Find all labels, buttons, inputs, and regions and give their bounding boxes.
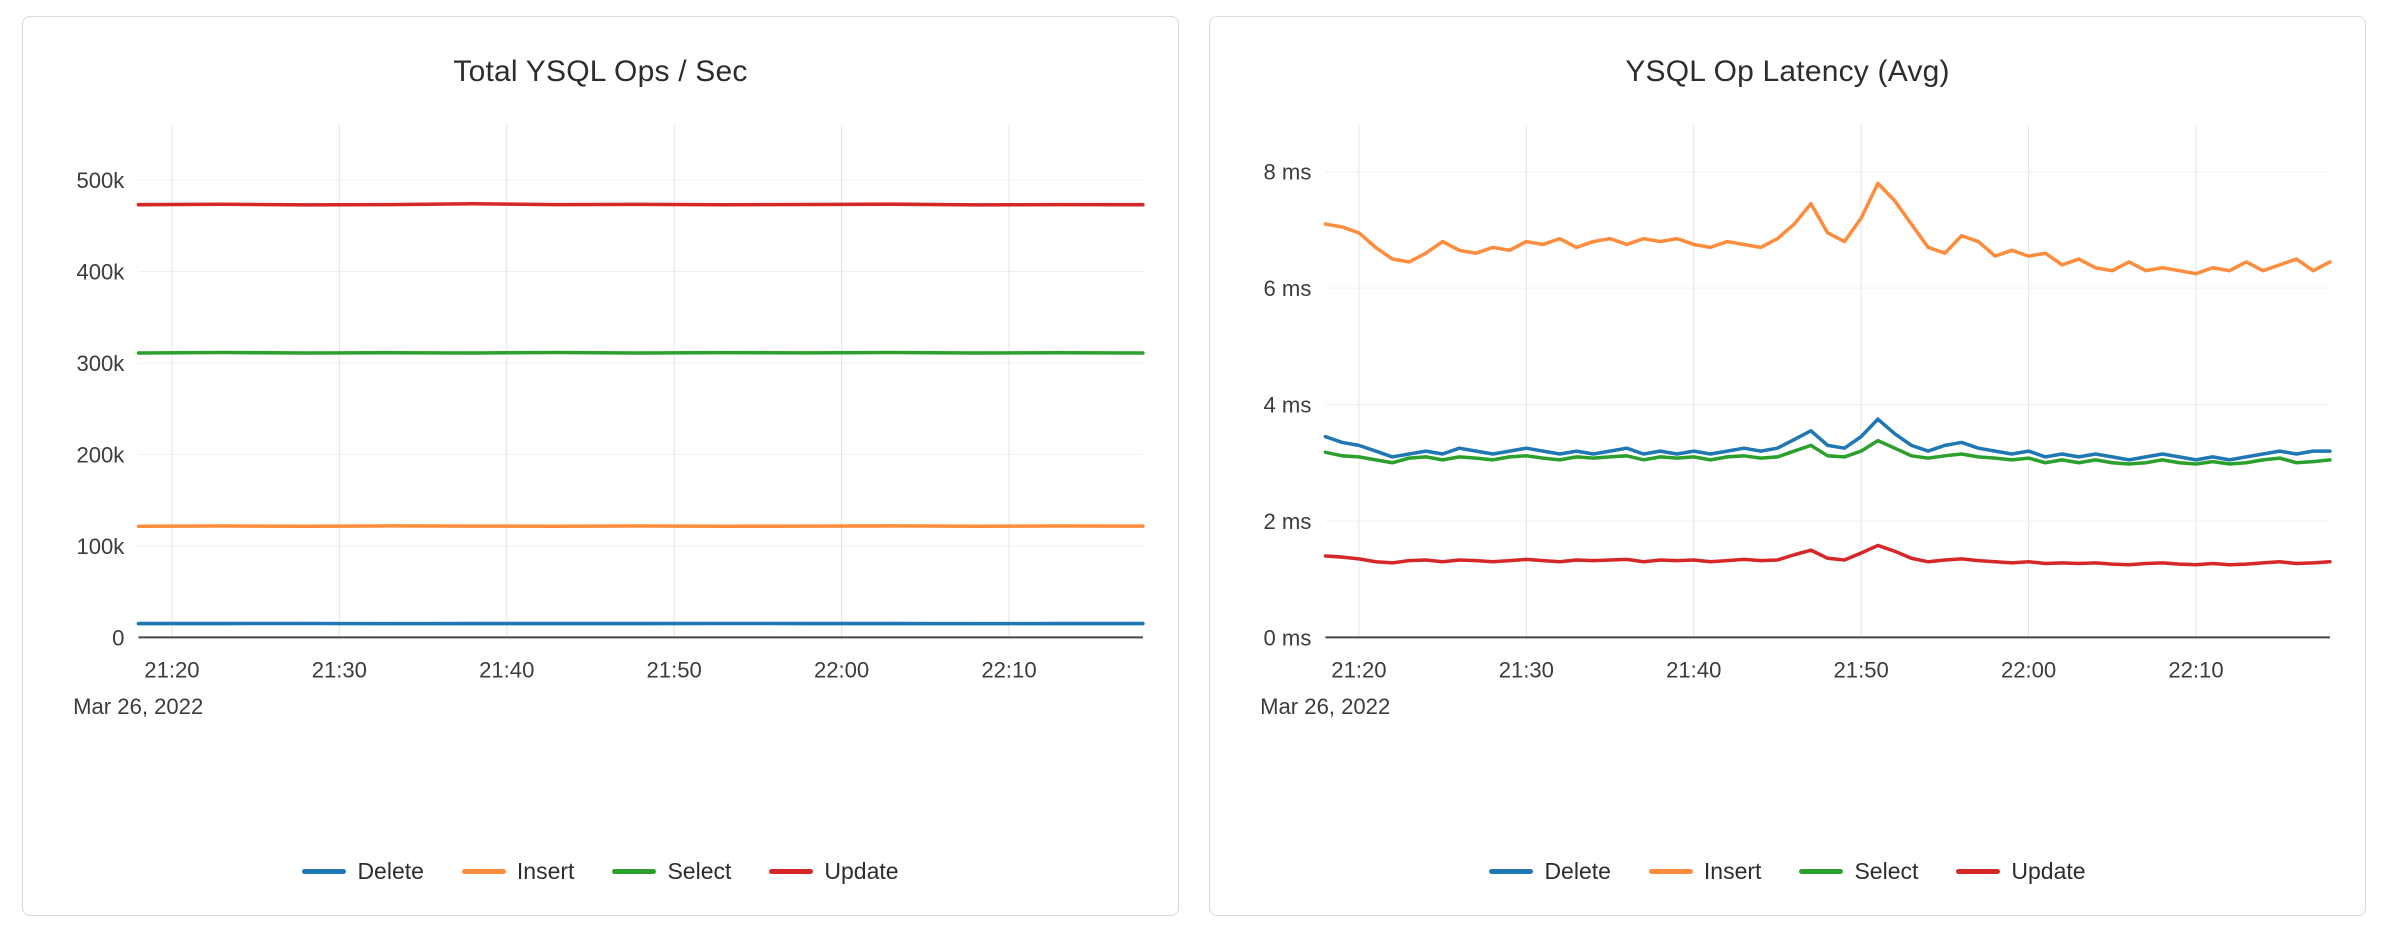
legend-label: Update xyxy=(824,858,899,884)
legend-swatch-insert xyxy=(461,869,506,874)
svg-text:2 ms: 2 ms xyxy=(1264,509,1312,534)
svg-text:21:40: 21:40 xyxy=(1666,658,1721,683)
svg-text:22:10: 22:10 xyxy=(981,658,1036,683)
svg-text:22:10: 22:10 xyxy=(2168,658,2223,683)
svg-text:21:40: 21:40 xyxy=(479,658,534,683)
svg-text:22:00: 22:00 xyxy=(814,658,869,683)
svg-text:200k: 200k xyxy=(76,443,125,468)
legend-swatch-select xyxy=(612,869,657,874)
svg-text:21:20: 21:20 xyxy=(144,658,199,683)
legend-swatch-update xyxy=(1956,869,2001,874)
svg-text:100k: 100k xyxy=(76,534,125,559)
svg-text:500k: 500k xyxy=(76,168,125,193)
legend-item-delete[interactable]: Delete xyxy=(302,858,424,885)
chart-card-ysql-op-latency: YSQL Op Latency (Avg) 0 ms 2 ms 4 ms 6 ms 8 … xyxy=(1209,16,2366,916)
chart-plot-area[interactable]: 0 100k 200k 300k 400k 500k 21:20 21:30 21:40 21:5… xyxy=(43,95,1158,738)
legend-swatch-delete xyxy=(1489,869,1534,874)
legend: Delete Insert Select Update xyxy=(43,858,1158,889)
legend-label: Delete xyxy=(357,858,424,884)
svg-text:21:30: 21:30 xyxy=(1499,658,1554,683)
legend: Delete Insert Select Update xyxy=(1230,858,2345,889)
chart-plot-area[interactable]: 0 ms 2 ms 4 ms 6 ms 8 ms 21:20 21:30 21:40 21:50… xyxy=(1230,95,2345,738)
chart-card-total-ysql-ops: Total YSQL Ops / Sec 0 100k 200k 300k 400k 50… xyxy=(22,16,1179,916)
svg-text:400k: 400k xyxy=(76,260,125,285)
svg-text:0: 0 xyxy=(112,625,124,650)
legend-swatch-update xyxy=(769,869,814,874)
legend-swatch-delete xyxy=(302,869,347,874)
svg-text:300k: 300k xyxy=(76,351,125,376)
svg-text:21:50: 21:50 xyxy=(1834,658,1889,683)
legend-item-update[interactable]: Update xyxy=(1956,858,2086,885)
svg-text:Mar 26, 2022: Mar 26, 2022 xyxy=(1260,694,1390,719)
legend-item-update[interactable]: Update xyxy=(769,858,899,885)
chart-title: Total YSQL Ops / Sec xyxy=(453,55,748,88)
legend-label: Delete xyxy=(1544,858,1611,884)
legend-label: Select xyxy=(1854,858,1919,884)
legend-item-insert[interactable]: Insert xyxy=(461,858,575,885)
svg-text:22:00: 22:00 xyxy=(2001,658,2056,683)
legend-swatch-insert xyxy=(1648,869,1693,874)
legend-swatch-select xyxy=(1799,869,1844,874)
svg-text:8 ms: 8 ms xyxy=(1264,160,1312,185)
legend-item-select[interactable]: Select xyxy=(612,858,731,885)
chart-title: YSQL Op Latency (Avg) xyxy=(1625,55,1950,88)
svg-text:6 ms: 6 ms xyxy=(1264,276,1312,301)
svg-text:0 ms: 0 ms xyxy=(1264,625,1312,650)
legend-label: Update xyxy=(2011,858,2086,884)
svg-text:21:30: 21:30 xyxy=(312,658,367,683)
legend-label: Select xyxy=(667,858,732,884)
legend-item-delete[interactable]: Delete xyxy=(1489,858,1611,885)
legend-item-insert[interactable]: Insert xyxy=(1648,858,1762,885)
svg-text:4 ms: 4 ms xyxy=(1264,393,1312,418)
svg-text:21:20: 21:20 xyxy=(1331,658,1386,683)
legend-item-select[interactable]: Select xyxy=(1799,858,1918,885)
svg-text:Mar 26, 2022: Mar 26, 2022 xyxy=(73,694,203,719)
legend-label: Insert xyxy=(1703,858,1762,884)
svg-text:21:50: 21:50 xyxy=(647,658,702,683)
legend-label: Insert xyxy=(516,858,575,884)
